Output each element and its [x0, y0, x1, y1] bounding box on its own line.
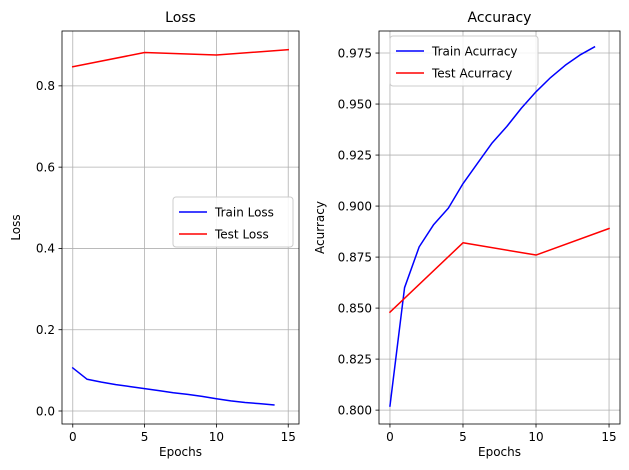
- x-tick-label: 0: [386, 430, 394, 444]
- y-tick-label: 0.0: [36, 404, 55, 418]
- series-line-test-acurracy: [388, 227, 611, 314]
- y-tick-label: 0.900: [338, 199, 372, 213]
- y-tick-label: 0.825: [338, 352, 372, 366]
- y-tick-label: 0.8: [36, 79, 55, 93]
- chart-title: Loss: [165, 10, 196, 26]
- x-axis-label: Epochs: [159, 445, 202, 459]
- loss-chart: 0 5 10 15 0.0 0.2 0.4 0.6 0.8 Loss Epochs Loss Train…: [9, 10, 300, 459]
- y-tick-label: 0.2: [36, 323, 55, 337]
- y-tick-label: 0.850: [338, 301, 372, 315]
- legend-label-train-acurracy: Train Acurracy: [431, 44, 518, 58]
- x-tick-label: 15: [601, 430, 616, 444]
- legend-label-train-loss: Train Loss: [214, 205, 274, 219]
- legend-label-test-acurracy: Test Acurracy: [431, 66, 512, 80]
- y-tick-label: 0.875: [338, 250, 372, 264]
- x-tick-label: 5: [141, 430, 149, 444]
- y-axis-label: Loss: [9, 214, 23, 240]
- legend: Train Acurracy Test Acurracy: [389, 35, 539, 87]
- y-axis-label: Acurracy: [313, 201, 327, 254]
- x-tick-label: 15: [281, 430, 296, 444]
- chart-title: Accuracy: [468, 10, 532, 26]
- legend: Train Loss Test Loss: [172, 196, 294, 248]
- grid: [379, 31, 620, 424]
- y-tick-label: 0.950: [338, 97, 372, 111]
- x-tick-label: 5: [459, 430, 467, 444]
- series-line-train-acurracy: [389, 45, 596, 407]
- x-axis-label: Epochs: [478, 445, 521, 459]
- series-line-test-loss: [71, 48, 290, 68]
- y-tick-label: 0.925: [338, 148, 372, 162]
- y-tick-label: 0.800: [338, 403, 372, 417]
- y-tick-label: 0.4: [36, 242, 55, 256]
- legend-label-test-loss: Test Loss: [214, 227, 269, 241]
- y-tick-label: 0.6: [36, 160, 55, 174]
- series-line-train-loss: [71, 366, 275, 406]
- x-tick-label: 10: [209, 430, 224, 444]
- y-tick-label: 0.975: [338, 46, 372, 60]
- plot-frame: [378, 30, 621, 425]
- accuracy-chart: 0 5 10 15 0.800 0.825 0.850 0.875 0.900 0.925 0.95…: [313, 10, 621, 459]
- plot-frame: [61, 30, 300, 425]
- x-tick-label: 10: [528, 430, 543, 444]
- legend-box: [389, 35, 539, 87]
- x-tick-label: 0: [69, 430, 77, 444]
